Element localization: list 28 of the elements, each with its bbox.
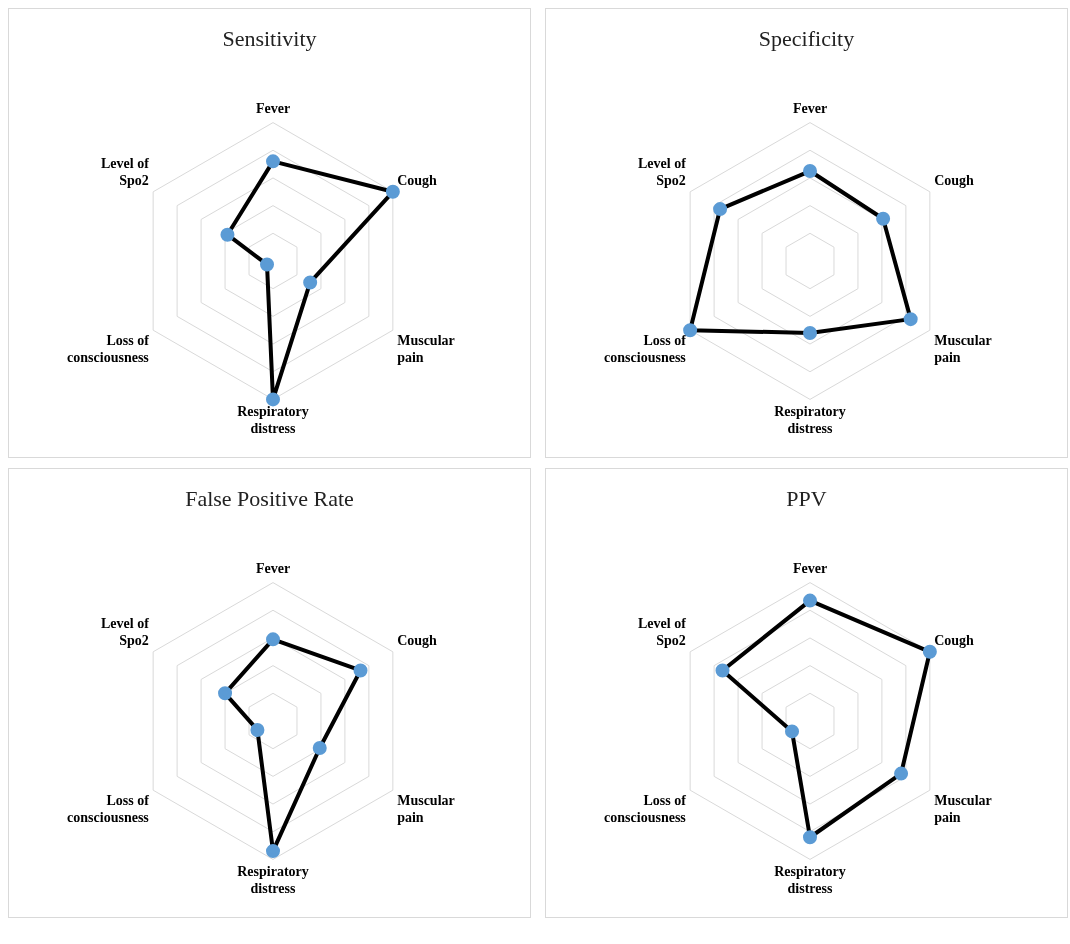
spoke-label: Respiratory distress xyxy=(774,864,846,897)
spoke-label: Respiratory distress xyxy=(237,404,309,437)
spoke-label: Muscular pain xyxy=(397,332,455,365)
chart-title: PPV xyxy=(786,485,827,511)
spoke-label: Cough xyxy=(934,632,975,648)
spoke-label: Loss of consciousness xyxy=(604,792,687,825)
spoke-label: Cough xyxy=(934,172,975,188)
spoke-label: Fever xyxy=(255,560,291,576)
spoke-label: Level of Spo2 xyxy=(100,155,150,188)
spoke-label: Level of Spo2 xyxy=(637,615,687,648)
spoke-label: Respiratory distress xyxy=(774,404,846,437)
spoke-label: Level of Spo2 xyxy=(637,155,687,188)
spoke-label: Cough xyxy=(397,632,438,648)
spoke-label: Muscular pain xyxy=(934,332,992,365)
spoke-label: Muscular pain xyxy=(934,792,992,825)
spoke-label: Loss of consciousness xyxy=(67,332,150,365)
spoke-label: Respiratory distress xyxy=(237,864,309,897)
spoke-label: Loss of consciousness xyxy=(604,332,687,365)
chart-title: False Positive Rate xyxy=(185,485,354,511)
spoke-label: Cough xyxy=(397,172,438,188)
spoke-label: Fever xyxy=(792,560,828,576)
spoke-label: Fever xyxy=(255,100,291,116)
chart-title: Specificity xyxy=(758,25,855,51)
spoke-label: Loss of consciousness xyxy=(67,792,150,825)
spoke-label: Muscular pain xyxy=(397,792,455,825)
spoke-label: Level of Spo2 xyxy=(100,615,150,648)
chart-title: Sensitivity xyxy=(222,25,317,51)
spoke-label: Fever xyxy=(792,100,828,116)
